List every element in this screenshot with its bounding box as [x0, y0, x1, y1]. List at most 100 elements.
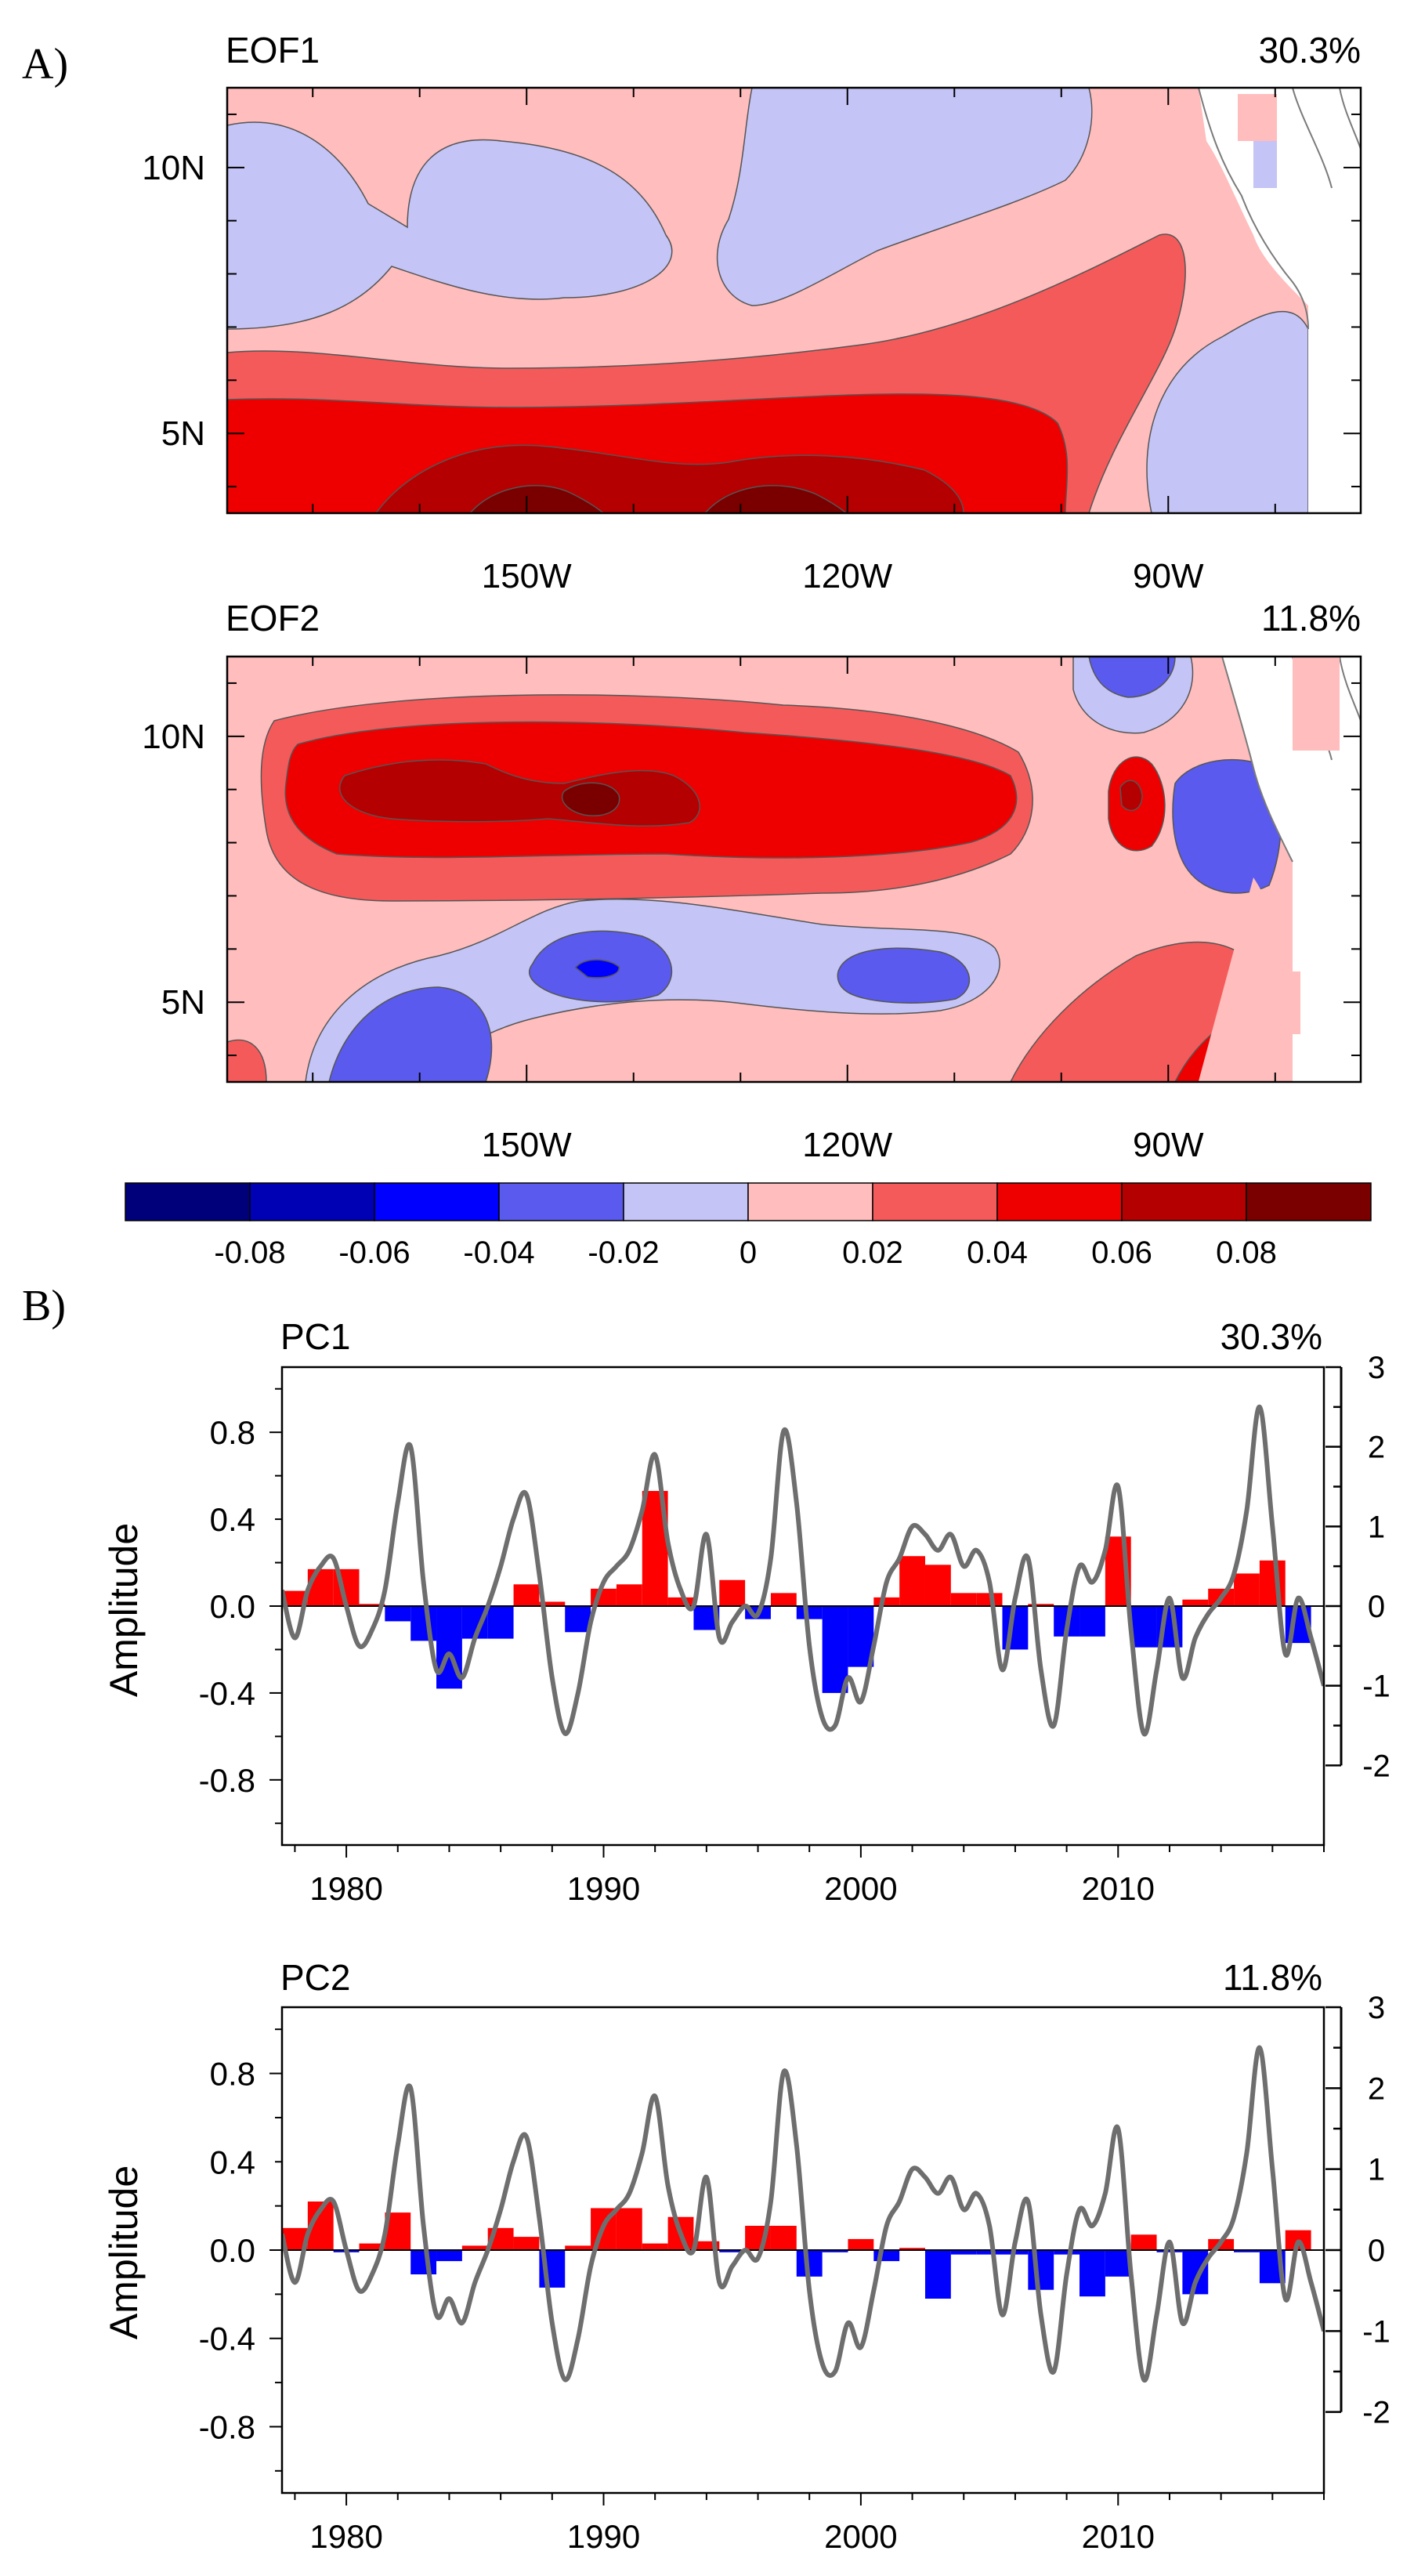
bar	[1234, 2250, 1260, 2252]
colorbar-tick-label: 0.06	[1091, 1236, 1152, 1270]
bar	[642, 2243, 668, 2250]
x-tick-label: 2010	[1082, 2518, 1155, 2555]
bar	[924, 1565, 951, 1606]
bar	[436, 2250, 462, 2262]
bar	[822, 2250, 848, 2252]
colorbar-tick-label: -0.02	[588, 1236, 659, 1270]
y-tick-label: -0.4	[199, 1675, 255, 1712]
x-tick-label: 1990	[567, 2518, 640, 2555]
bar	[770, 2226, 797, 2250]
y-tick-label: 5N	[161, 983, 205, 1022]
bar	[899, 1556, 925, 1606]
right-tick-label: -1	[1362, 2314, 1390, 2349]
right-tick-label: -2	[1362, 1749, 1390, 1783]
bar	[950, 1593, 977, 1606]
pc2-plot: 0.8 0.4 0.0 -0.4 -0.8 3 2 1 0 -1 -2 1980 1990 2000 201…	[199, 1991, 1390, 2555]
eof1-land	[1199, 88, 1361, 513]
bar	[410, 1606, 437, 1641]
pc2-frame	[280, 2006, 1325, 2495]
right-tick-label: 1	[1368, 2153, 1385, 2187]
bar	[1182, 1599, 1209, 1606]
y-tick-label: 10N	[142, 718, 205, 756]
pc-curve	[282, 2045, 1324, 2383]
eof2-negative-west	[328, 986, 493, 1082]
right-tick-label: -1	[1362, 1670, 1390, 1704]
bar	[950, 2250, 977, 2255]
bar	[513, 1584, 540, 1606]
eof2-coastal-pink	[1199, 877, 1293, 1081]
bar	[461, 2245, 488, 2250]
bar	[1130, 1606, 1157, 1648]
colorbar-swatch	[747, 1182, 873, 1221]
colorbar-swatch	[125, 1182, 251, 1221]
right-tick-label: 0	[1368, 2234, 1385, 2268]
pc1-chart: PC1 30.3% Amplitude 0.8 0.4 0.0 -0.4 -0.8 3 2 1…	[102, 1316, 1390, 1907]
eof2-negative-north-core	[1088, 657, 1176, 698]
bar	[1002, 1606, 1029, 1650]
pc2-title: PC2	[280, 1957, 350, 1998]
eof2-axes: 150W 120W 90W 10N 5N	[142, 657, 1361, 1164]
x-tick-label: 1980	[309, 1870, 382, 1907]
eof1-negative-central	[716, 88, 1093, 306]
right-tick-label: -2	[1362, 2396, 1390, 2430]
bar	[796, 1606, 823, 1619]
bar	[848, 2238, 874, 2250]
bar	[873, 1597, 900, 1606]
bar	[565, 2245, 591, 2250]
eof1-negative-east	[1146, 310, 1309, 513]
colorbar-swatch	[498, 1182, 624, 1221]
eof1-frame	[226, 86, 1362, 515]
x-tick-label: 150W	[482, 1126, 572, 1164]
bar	[385, 1606, 411, 1622]
colorbar-tick-label: 0.02	[842, 1236, 903, 1270]
eof2-frame	[226, 655, 1362, 1084]
bar	[282, 1590, 308, 1606]
colorbar: -0.08 -0.06 -0.04 -0.02 0 0.02 0.04 0.06 0.08	[125, 1182, 1372, 1270]
x-tick-label: 2010	[1082, 1870, 1155, 1907]
x-tick-label: 1990	[567, 1870, 640, 1907]
bar	[565, 1606, 591, 1633]
eof1-land-patch	[1238, 94, 1277, 141]
eof2-variance: 11.8%	[1261, 598, 1361, 639]
colorbar-swatch	[1246, 1182, 1372, 1221]
colorbar-tick-label: -0.08	[214, 1236, 285, 1270]
eof1-coastline	[1198, 88, 1309, 330]
bar	[410, 2250, 437, 2274]
bar	[1259, 1560, 1286, 1606]
x-tick-label: 90W	[1133, 1126, 1204, 1164]
x-tick-label: 1980	[309, 2518, 382, 2555]
bar	[487, 1606, 514, 1639]
y-tick-label: 0.0	[210, 1588, 255, 1625]
pc1-ylabel: Amplitude	[102, 1523, 146, 1697]
eof2-land-patch-south	[1285, 971, 1300, 1034]
colorbar-tick-label: -0.06	[338, 1236, 410, 1270]
y-tick-label: 5N	[161, 414, 205, 453]
eof2-map: EOF2 11.8%	[142, 598, 1362, 1164]
y-tick-label: -0.8	[199, 2408, 255, 2445]
y-tick-label: -0.8	[199, 1762, 255, 1799]
colorbar-swatch	[996, 1182, 1123, 1221]
bar	[513, 2237, 540, 2250]
bar	[976, 1593, 1003, 1606]
bar	[976, 2250, 1003, 2255]
bar	[616, 2208, 642, 2250]
colorbar-tick-label: -0.04	[463, 1236, 534, 1270]
x-tick-label: 120W	[802, 1126, 892, 1164]
y-tick-label: 0.4	[210, 1501, 255, 1538]
bar	[1156, 2250, 1183, 2252]
curve-group	[282, 2045, 1324, 2383]
bar	[539, 1601, 566, 1606]
eof1-coastline-north	[1292, 88, 1361, 189]
bar	[1105, 2250, 1131, 2277]
y-tick-label: 0.4	[210, 2144, 255, 2180]
bar	[1234, 1573, 1260, 1606]
colorbar-tick-label: 0.04	[967, 1236, 1028, 1270]
colorbar-swatch	[623, 1182, 749, 1221]
colorbar-tick-label: 0	[740, 1236, 757, 1270]
pc1-plot: 0.8 0.4 0.0 -0.4 -0.8 3 2 1 0 -1 -2 1980 1990 2000 201…	[199, 1351, 1390, 1907]
bar	[616, 1584, 642, 1606]
bar	[822, 1606, 848, 1693]
colorbar-swatch	[872, 1182, 998, 1221]
y-tick-label: 0.0	[210, 2232, 255, 2269]
